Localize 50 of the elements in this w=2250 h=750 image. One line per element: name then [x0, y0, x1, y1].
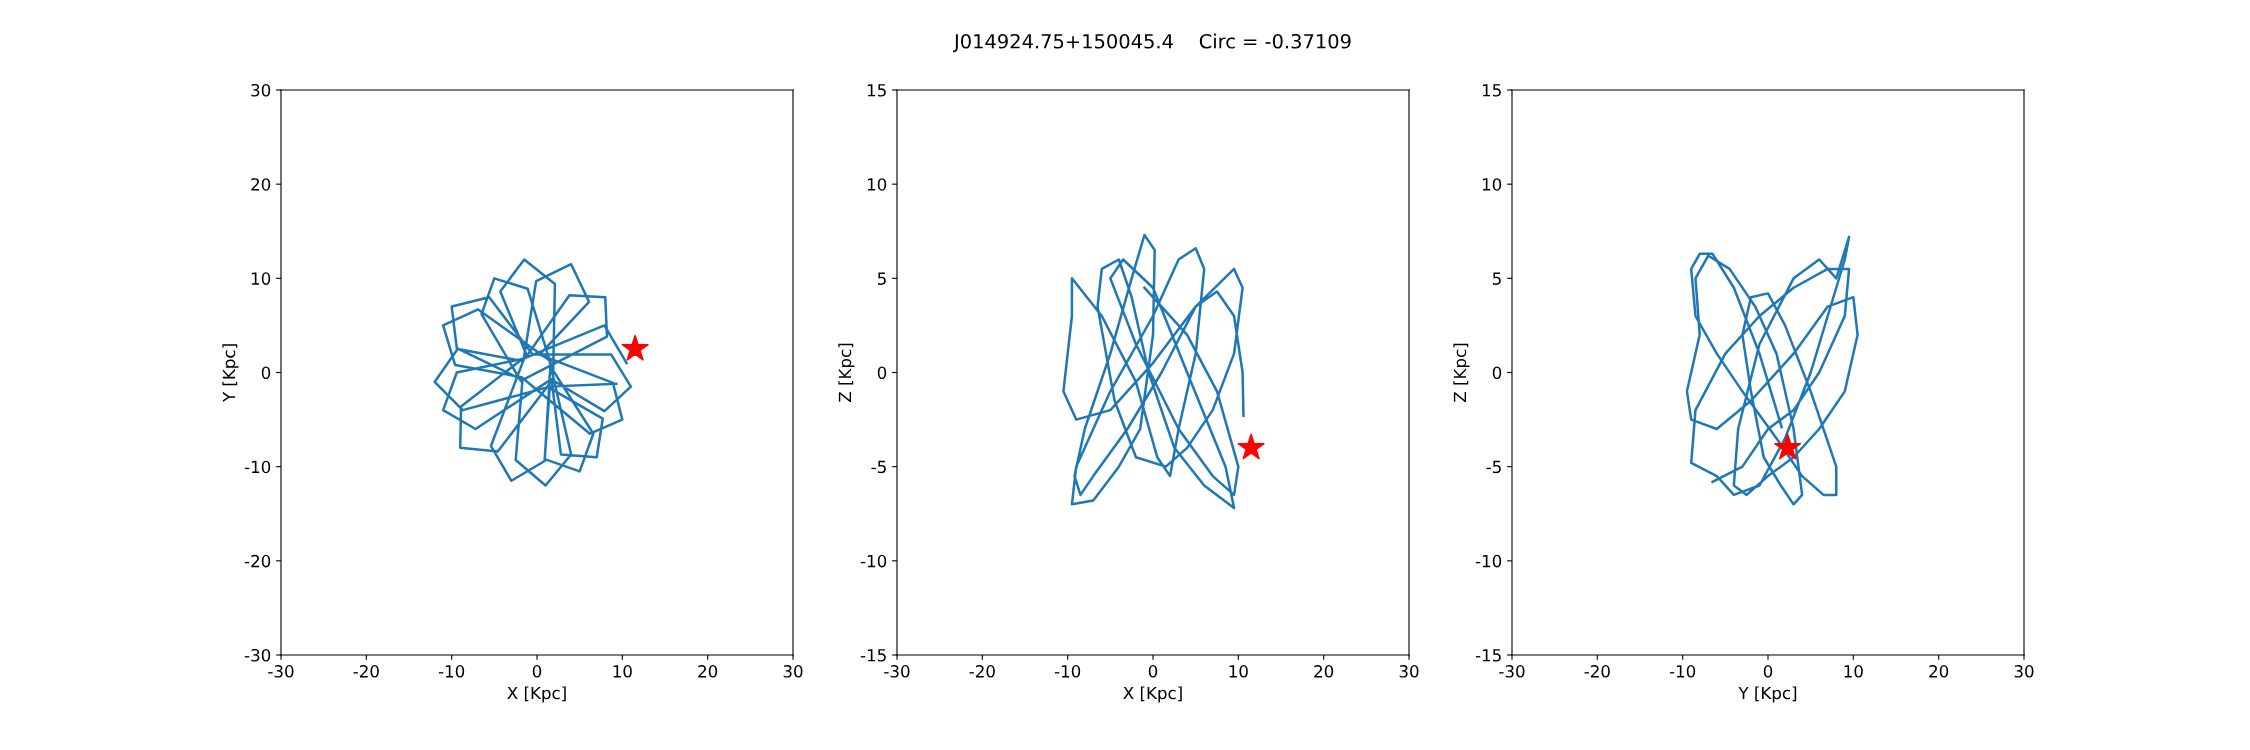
y-tick-label: -15 [1475, 649, 1501, 662]
x-axis-title: X [Kpc] [507, 686, 566, 703]
y-tick-label: 15 [867, 84, 886, 97]
x-tick-label: 30 [783, 665, 803, 678]
y-axis-title: Z [Kpc] [1453, 343, 1470, 402]
y-tick-label: 0 [1492, 366, 1502, 380]
y-tick-label: -10 [1475, 554, 1502, 568]
y-tick-label: 0 [877, 366, 887, 380]
x-axis-title: Y [Kpc] [1738, 686, 1797, 703]
x-tick-label: 0 [532, 665, 542, 678]
x-tick-label: 10 [613, 665, 632, 678]
line-series [1062, 233, 1245, 510]
y-tick-label: 20 [251, 178, 271, 191]
x-tick-label: 10 [1844, 665, 1863, 678]
y-tick-label: -10 [860, 554, 887, 568]
x-tick-label: 10 [1229, 665, 1248, 678]
x-tick-label: -20 [353, 665, 379, 678]
y-tick-label: 0 [261, 366, 271, 380]
x-tick-label: 0 [1763, 665, 1773, 678]
y-tick-label: -15 [860, 649, 886, 662]
line-series [1685, 235, 1859, 506]
x-axis-title: X [Kpc] [1123, 686, 1182, 703]
x-tick-label: -20 [969, 665, 995, 678]
x-tick-label: -20 [1584, 665, 1610, 678]
x-tick-label: 0 [1148, 665, 1158, 678]
y-tick-label: -20 [244, 554, 271, 568]
y-tick-label: 5 [877, 272, 886, 285]
y-tick-label: -10 [244, 460, 271, 474]
y-tick-label: 10 [251, 272, 271, 285]
y-tick-label: 5 [1492, 272, 1501, 285]
y-tick-label: -5 [1486, 460, 1501, 474]
y-axis-title: Y [Kpc] [222, 344, 239, 403]
x-tick-label: 20 [1929, 665, 1949, 678]
x-tick-label: 20 [698, 665, 718, 678]
x-tick-label: 20 [1314, 665, 1334, 678]
line-series [433, 258, 633, 487]
x-tick-label: -10 [1669, 665, 1696, 678]
y-tick-label: -5 [871, 460, 886, 474]
x-tick-label: -10 [438, 665, 465, 678]
chart-title: J014924.75+150045.4 Circ = -0.37109 [953, 33, 1351, 53]
y-axis-title: Z [Kpc] [838, 343, 855, 402]
x-tick-label: 30 [2014, 665, 2034, 678]
y-tick-label: 10 [867, 178, 887, 191]
x-tick-label: 30 [1399, 665, 1419, 678]
y-tick-label: -30 [244, 648, 271, 662]
y-tick-label: 15 [1482, 84, 1501, 97]
y-tick-label: 10 [1482, 178, 1502, 191]
x-tick-label: -30 [268, 665, 294, 678]
x-tick-label: -10 [1054, 665, 1081, 678]
y-tick-label: 30 [251, 83, 271, 97]
